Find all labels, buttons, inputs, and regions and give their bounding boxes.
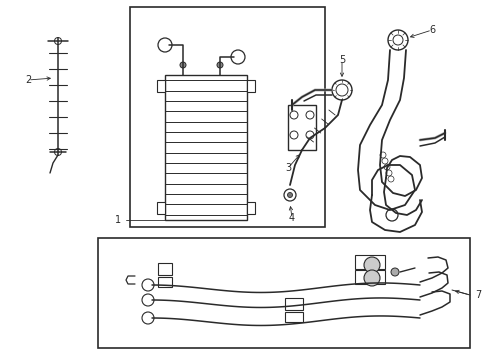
Circle shape [390, 268, 398, 276]
Circle shape [289, 111, 297, 119]
Text: 3: 3 [285, 163, 290, 173]
Bar [285, 298, 303, 310]
Text: 5: 5 [338, 55, 345, 65]
Circle shape [392, 35, 402, 45]
Bar [98, 238, 469, 348]
Bar [354, 270, 384, 284]
Bar [246, 80, 254, 92]
Circle shape [217, 62, 223, 68]
Circle shape [379, 152, 385, 158]
Circle shape [385, 170, 391, 176]
Circle shape [284, 189, 295, 201]
Circle shape [287, 193, 292, 198]
Circle shape [385, 209, 397, 221]
Bar [285, 312, 303, 322]
Circle shape [381, 158, 387, 164]
Circle shape [230, 50, 244, 64]
Circle shape [54, 37, 61, 45]
Bar [158, 263, 172, 275]
Circle shape [305, 131, 313, 139]
Text: 4: 4 [288, 213, 294, 223]
Circle shape [363, 270, 379, 286]
Bar [157, 202, 164, 214]
Circle shape [387, 176, 393, 182]
Circle shape [363, 257, 379, 273]
Circle shape [158, 38, 172, 52]
Bar [130, 7, 325, 227]
Circle shape [305, 111, 313, 119]
Circle shape [289, 131, 297, 139]
Text: 2: 2 [25, 75, 31, 85]
Circle shape [387, 30, 407, 50]
Text: 1: 1 [115, 215, 121, 225]
Bar [164, 75, 246, 220]
Bar [158, 277, 172, 287]
Circle shape [335, 84, 347, 96]
Circle shape [331, 80, 351, 100]
Bar [246, 202, 254, 214]
Circle shape [142, 279, 154, 291]
Bar [287, 105, 315, 150]
Text: 7: 7 [474, 290, 480, 300]
Circle shape [142, 294, 154, 306]
Circle shape [180, 62, 185, 68]
Circle shape [142, 312, 154, 324]
Bar [157, 80, 164, 92]
Text: 6: 6 [428, 25, 434, 35]
Bar [354, 255, 384, 269]
Circle shape [383, 164, 389, 170]
Circle shape [54, 149, 61, 156]
